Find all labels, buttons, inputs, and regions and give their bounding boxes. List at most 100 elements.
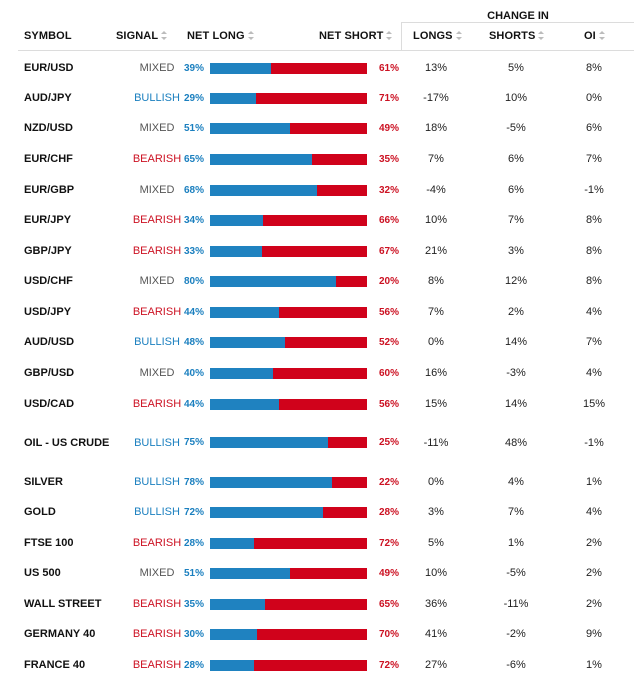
change-oi-cell: 4% xyxy=(586,367,602,379)
net-short-percent: 66% xyxy=(378,214,399,226)
net-long-percent: 35% xyxy=(183,598,204,610)
net-long-percent: 68% xyxy=(183,184,204,196)
symbol-cell[interactable]: USD/CAD xyxy=(24,398,75,410)
net-long-percent: 44% xyxy=(183,306,204,318)
long-ratio-fill xyxy=(210,93,256,104)
long-short-ratio-bar xyxy=(210,246,367,257)
signal-cell: BEARISH xyxy=(132,628,182,640)
table-row[interactable]: NZD/USD MIXED 51% 49% 18% -5% 6% xyxy=(0,113,634,143)
change-shorts-cell: 6% xyxy=(508,184,524,196)
table-row[interactable]: USD/JPY BEARISH 44% 56% 7% 2% 4% xyxy=(0,297,634,327)
symbol-cell[interactable]: WALL STREET xyxy=(24,598,102,610)
net-long-percent: 51% xyxy=(183,122,204,134)
change-oi-cell: -1% xyxy=(584,436,604,449)
table-row[interactable]: GERMANY 40 BEARISH 30% 70% 41% -2% 9% xyxy=(0,619,634,649)
symbol-cell[interactable]: FRANCE 40 xyxy=(24,659,86,671)
symbol-cell[interactable]: NZD/USD xyxy=(24,122,73,134)
change-shorts-cell: 4% xyxy=(508,476,524,488)
net-short-percent: 71% xyxy=(378,92,399,104)
symbol-cell[interactable]: EUR/GBP xyxy=(24,184,75,196)
change-longs-cell: 10% xyxy=(424,567,448,579)
symbol-cell[interactable]: EUR/JPY xyxy=(24,214,72,226)
shorts-column-header[interactable]: SHORTS xyxy=(489,30,545,42)
net-long-column-header[interactable]: NET LONG xyxy=(187,30,254,42)
symbol-cell[interactable]: FTSE 100 xyxy=(24,537,74,549)
net-short-percent: 67% xyxy=(378,245,399,257)
table-row[interactable]: USD/CHF MIXED 80% 20% 8% 12% 8% xyxy=(0,266,634,296)
net-long-percent: 33% xyxy=(183,245,204,257)
change-shorts-cell: 14% xyxy=(504,398,528,410)
change-longs-cell: 0% xyxy=(428,476,444,488)
symbol-cell[interactable]: GERMANY 40 xyxy=(24,628,96,640)
table-row[interactable]: FTSE 100 BEARISH 28% 72% 5% 1% 2% xyxy=(0,528,634,558)
change-longs-cell: 5% xyxy=(428,537,444,549)
change-oi-cell: 2% xyxy=(586,567,602,579)
table-row[interactable]: EUR/USD MIXED 39% 61% 13% 5% 8% xyxy=(0,53,634,83)
signal-cell: BEARISH xyxy=(132,214,182,226)
table-row[interactable]: WALL STREET BEARISH 35% 65% 36% -11% 2% xyxy=(0,589,634,619)
long-ratio-fill xyxy=(210,660,254,671)
signal-cell: MIXED xyxy=(139,567,175,579)
table-row[interactable]: EUR/GBP MIXED 68% 32% -4% 6% -1% xyxy=(0,175,634,205)
symbol-cell[interactable]: AUD/USD xyxy=(24,336,75,348)
symbol-cell[interactable]: EUR/USD xyxy=(24,62,74,74)
table-row[interactable]: FRANCE 40 BEARISH 28% 72% 27% -6% 1% xyxy=(0,650,634,680)
symbol-cell[interactable]: GOLD xyxy=(24,506,56,518)
change-in-divider xyxy=(402,22,634,23)
table-row[interactable]: USD/CAD BEARISH 44% 56% 15% 14% 15% xyxy=(0,389,634,419)
symbol-cell[interactable]: SILVER xyxy=(24,476,63,488)
change-shorts-cell: -5% xyxy=(506,122,526,134)
change-longs-cell: -4% xyxy=(426,184,446,196)
table-row[interactable]: AUD/USD BULLISH 48% 52% 0% 14% 7% xyxy=(0,327,634,357)
net-short-column-header[interactable]: NET SHORT xyxy=(319,30,393,42)
signal-column-header[interactable]: SIGNAL xyxy=(116,30,168,42)
table-row[interactable]: EUR/JPY BEARISH 34% 66% 10% 7% 8% xyxy=(0,205,634,235)
change-shorts-cell: 14% xyxy=(504,336,528,348)
table-row[interactable]: US 500 MIXED 51% 49% 10% -5% 2% xyxy=(0,558,634,588)
table-row[interactable]: GBP/USD MIXED 40% 60% 16% -3% 4% xyxy=(0,358,634,388)
change-shorts-cell: 12% xyxy=(504,275,528,287)
long-short-ratio-bar xyxy=(210,215,367,226)
signal-cell: BEARISH xyxy=(132,537,182,549)
symbol-cell[interactable]: US 500 xyxy=(24,567,61,579)
long-short-ratio-bar xyxy=(210,123,367,134)
signal-cell: BULLISH xyxy=(134,476,180,488)
longs-column-header[interactable]: LONGS xyxy=(413,30,462,42)
table-row[interactable]: AUD/JPY BULLISH 29% 71% -17% 10% 0% xyxy=(0,83,634,113)
change-shorts-cell: -11% xyxy=(503,598,529,610)
net-short-percent: 22% xyxy=(378,476,399,488)
signal-cell: BEARISH xyxy=(132,153,182,165)
symbol-cell[interactable]: OIL - US CRUDE xyxy=(24,436,110,449)
table-row[interactable]: SILVER BULLISH 78% 22% 0% 4% 1% xyxy=(0,467,634,497)
symbol-cell[interactable]: USD/CHF xyxy=(24,275,73,287)
signal-cell: MIXED xyxy=(139,62,175,74)
change-longs-cell: 8% xyxy=(428,275,444,287)
net-short-percent: 49% xyxy=(378,567,399,579)
long-ratio-fill xyxy=(210,507,324,518)
table-row[interactable]: GOLD BULLISH 72% 28% 3% 7% 4% xyxy=(0,497,634,527)
table-row[interactable]: GBP/JPY BEARISH 33% 67% 21% 3% 8% xyxy=(0,236,634,266)
net-short-percent: 52% xyxy=(378,336,399,348)
symbol-cell[interactable]: AUD/JPY xyxy=(24,92,72,104)
long-ratio-fill xyxy=(210,477,333,488)
sort-icon xyxy=(161,30,168,40)
sort-icon xyxy=(247,30,254,40)
net-long-percent: 48% xyxy=(183,336,204,348)
long-ratio-fill xyxy=(210,307,280,318)
change-longs-cell: -17% xyxy=(423,92,449,104)
symbol-cell[interactable]: USD/JPY xyxy=(24,306,72,318)
symbol-cell[interactable]: GBP/JPY xyxy=(24,245,72,257)
table-row[interactable]: EUR/CHF BEARISH 65% 35% 7% 6% 7% xyxy=(0,144,634,174)
long-short-ratio-bar xyxy=(210,477,367,488)
oi-column-header[interactable]: OI xyxy=(584,30,605,42)
symbol-cell[interactable]: GBP/USD xyxy=(24,367,75,379)
net-long-percent: 29% xyxy=(183,92,204,104)
net-short-percent: 35% xyxy=(378,153,399,165)
table-row[interactable]: OIL - US CRUDE BULLISH 75% 25% -11% 48% -1% xyxy=(0,419,634,466)
symbol-cell[interactable]: EUR/CHF xyxy=(24,153,73,165)
long-short-ratio-bar xyxy=(210,307,367,318)
net-short-percent: 70% xyxy=(378,628,399,640)
signal-cell: BULLISH xyxy=(134,336,180,348)
signal-cell: BULLISH xyxy=(134,436,180,449)
